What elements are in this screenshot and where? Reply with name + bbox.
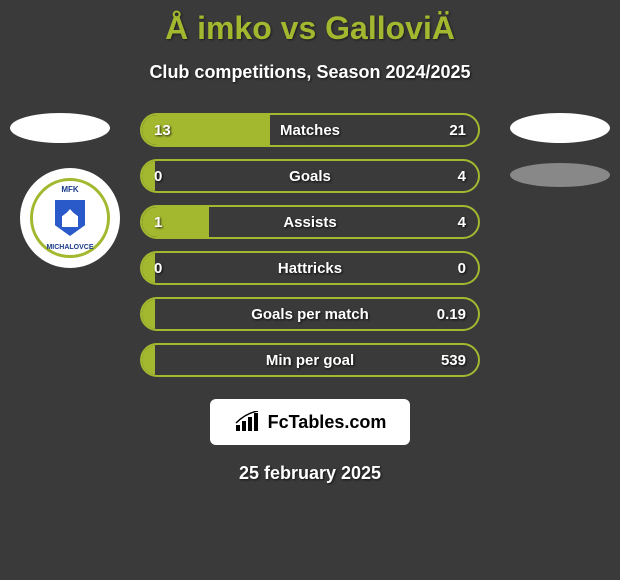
stat-value-left: 13	[154, 122, 171, 139]
club-logo-top-text: MFK	[61, 185, 78, 194]
stat-row: 1 Assists 4	[140, 205, 480, 239]
club-logo-inner: MFK MICHALOVCE	[30, 178, 110, 258]
stat-value-left: 1	[154, 214, 162, 231]
player-left-avatar	[10, 113, 110, 143]
stat-value-left: 0	[154, 260, 162, 277]
brand-badge[interactable]: FcTables.com	[210, 399, 410, 445]
stat-fill-left	[142, 345, 155, 375]
date-text: 25 february 2025	[0, 463, 620, 484]
club-logo-bottom-text: MICHALOVCE	[46, 244, 93, 251]
stat-row: Goals per match 0.19	[140, 297, 480, 331]
stat-value-right: 21	[449, 122, 466, 139]
stat-label: Goals	[289, 168, 331, 185]
stat-row: Min per goal 539	[140, 343, 480, 377]
club-logo-shield-icon	[55, 200, 85, 236]
stat-value-right: 539	[441, 352, 466, 369]
stat-value-right: 4	[458, 214, 466, 231]
stat-value-right: 4	[458, 168, 466, 185]
brand-text: FcTables.com	[268, 412, 387, 433]
club-logo: MFK MICHALOVCE	[20, 168, 120, 268]
stat-label: Matches	[280, 122, 340, 139]
comparison-title: Å imko vs GalloviÄ	[0, 0, 620, 47]
stat-rows-container: 13 Matches 21 0 Goals 4 1 Assists 4 0 Hattricks 0 Go…	[140, 113, 480, 377]
stat-label: Assists	[283, 214, 336, 231]
stat-value-left: 0	[154, 168, 162, 185]
stat-value-right: 0	[458, 260, 466, 277]
stat-label: Hattricks	[278, 260, 342, 277]
stat-value-right: 0.19	[437, 306, 466, 323]
player-right-secondary	[510, 163, 610, 187]
stat-fill-left	[142, 207, 209, 237]
player-right-avatar	[510, 113, 610, 143]
comparison-subtitle: Club competitions, Season 2024/2025	[0, 62, 620, 83]
stat-row: 13 Matches 21	[140, 113, 480, 147]
stat-row: 0 Goals 4	[140, 159, 480, 193]
stat-label: Min per goal	[266, 352, 354, 369]
stat-label: Goals per match	[251, 306, 369, 323]
stat-row: 0 Hattricks 0	[140, 251, 480, 285]
brand-chart-icon	[234, 411, 262, 433]
stat-fill-left	[142, 299, 155, 329]
content-area: MFK MICHALOVCE 13 Matches 21 0 Goals 4 1 Assist…	[0, 113, 620, 377]
